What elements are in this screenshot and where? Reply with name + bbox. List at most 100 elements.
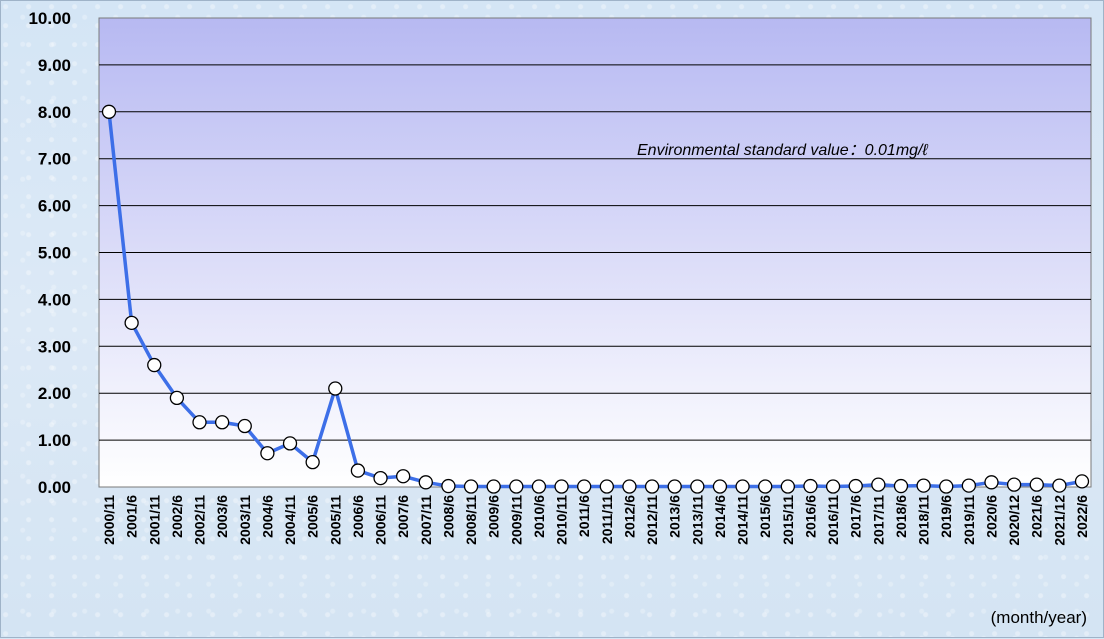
data-point	[1052, 478, 1067, 493]
data-point	[780, 479, 795, 494]
x-tick-label: 2004/11	[282, 495, 298, 545]
data-point	[396, 469, 411, 484]
x-tick-label: 2007/6	[395, 495, 411, 538]
data-points	[101, 104, 1090, 494]
x-tick-label: 2020/6	[983, 495, 999, 538]
gridlines	[99, 64, 1091, 441]
x-tick-label: 2019/11	[961, 495, 977, 545]
x-tick-label: 2010/6	[531, 495, 547, 538]
data-point	[373, 470, 388, 486]
y-tick-label: 2.00	[38, 384, 71, 403]
data-point	[803, 478, 818, 494]
data-point	[214, 415, 230, 430]
y-tick-label: 9.00	[38, 56, 71, 75]
y-tick-label: 0.00	[38, 478, 71, 497]
data-point	[712, 479, 728, 494]
x-unit-label: (month/year)	[991, 608, 1087, 627]
data-point	[667, 479, 682, 494]
data-point	[328, 381, 343, 396]
x-tick-label: 2008/11	[463, 495, 479, 545]
x-tick-label: 2009/6	[486, 495, 502, 538]
y-tick-label: 10.00	[28, 9, 71, 28]
data-point	[101, 104, 117, 119]
data-point	[848, 478, 863, 494]
y-tick-label: 5.00	[38, 244, 71, 263]
x-tick-label: 2021/12	[1051, 495, 1067, 546]
y-tick-label: 1.00	[38, 431, 71, 450]
data-point	[893, 478, 909, 494]
data-point	[939, 479, 954, 494]
data-point	[961, 478, 977, 493]
data-point	[825, 479, 841, 494]
x-tick-label: 2006/11	[373, 495, 389, 545]
data-point	[418, 475, 433, 490]
data-point	[282, 436, 298, 451]
x-axis: 2000/11 2001/6 2001/11 2002/6 2002/11 2003/6 2…	[101, 495, 1090, 546]
data-point	[577, 479, 592, 494]
standard-value-annotation: Environmental standard value：0.01mg/ℓ	[637, 142, 928, 159]
x-tick-label: 2004/6	[259, 495, 275, 538]
x-tick-label: 2005/6	[305, 495, 321, 538]
x-tick-label: 2006/6	[350, 495, 366, 538]
data-point	[644, 479, 660, 494]
x-tick-label: 2018/6	[893, 495, 909, 538]
x-tick-label: 2005/11	[327, 495, 343, 545]
x-tick-label: 2001/11	[146, 495, 162, 545]
data-point	[350, 463, 366, 478]
x-tick-label: 2008/6	[440, 495, 456, 538]
data-point	[531, 479, 547, 494]
data-point	[147, 357, 162, 373]
x-tick-label: 2003/11	[237, 495, 253, 545]
x-tick-label: 2011/11	[599, 495, 615, 544]
x-tick-label: 2013/6	[667, 495, 683, 538]
data-point	[735, 479, 750, 494]
data-point	[554, 479, 569, 494]
y-tick-label: 8.00	[38, 103, 71, 122]
data-point	[1029, 477, 1044, 492]
x-tick-label: 2011/6	[576, 495, 592, 537]
x-tick-label: 2000/11	[101, 495, 117, 545]
y-tick-label: 7.00	[38, 150, 71, 169]
data-point	[192, 415, 207, 430]
data-point	[305, 454, 320, 470]
x-tick-label: 2022/6	[1074, 495, 1090, 538]
data-point	[690, 479, 705, 494]
x-tick-label: 2014/11	[735, 495, 751, 545]
x-tick-label: 2007/11	[418, 495, 434, 545]
x-tick-label: 2001/6	[124, 495, 140, 538]
data-point	[441, 478, 456, 494]
data-point	[486, 479, 501, 494]
y-tick-label: 6.00	[38, 197, 71, 216]
x-tick-label: 2016/11	[825, 495, 841, 545]
data-point	[237, 418, 252, 434]
x-tick-label: 2012/6	[621, 495, 637, 538]
x-tick-label: 2014/6	[712, 495, 728, 538]
data-point	[1006, 477, 1022, 492]
data-point	[599, 479, 614, 494]
y-tick-label: 4.00	[38, 290, 71, 309]
data-point	[124, 315, 139, 331]
x-tick-label: 2015/11	[780, 495, 796, 545]
x-tick-label: 2016/6	[802, 495, 818, 538]
x-tick-label: 2009/11	[508, 495, 524, 545]
data-point	[509, 479, 524, 494]
x-tick-label: 2021/6	[1029, 495, 1045, 538]
data-point	[169, 390, 185, 406]
data-point	[260, 446, 275, 461]
data-point	[984, 475, 999, 490]
data-point	[871, 477, 886, 492]
x-tick-label: 2017/11	[870, 495, 886, 545]
x-tick-label: 2002/6	[169, 495, 185, 538]
x-tick-label: 2002/11	[192, 495, 208, 545]
data-point	[463, 479, 479, 494]
x-tick-label: 2020/12	[1006, 495, 1022, 546]
x-tick-label: 2013/11	[689, 495, 705, 545]
x-tick-label: 2019/6	[938, 495, 954, 538]
data-point	[1074, 474, 1090, 489]
y-axis: 0.00 1.00 2.00 3.00 4.00 5.00 6.00 7.00 8.00 9.00…	[28, 9, 71, 497]
y-tick-label: 3.00	[38, 337, 71, 356]
data-point	[916, 478, 931, 493]
x-tick-label: 2017/6	[848, 495, 864, 538]
